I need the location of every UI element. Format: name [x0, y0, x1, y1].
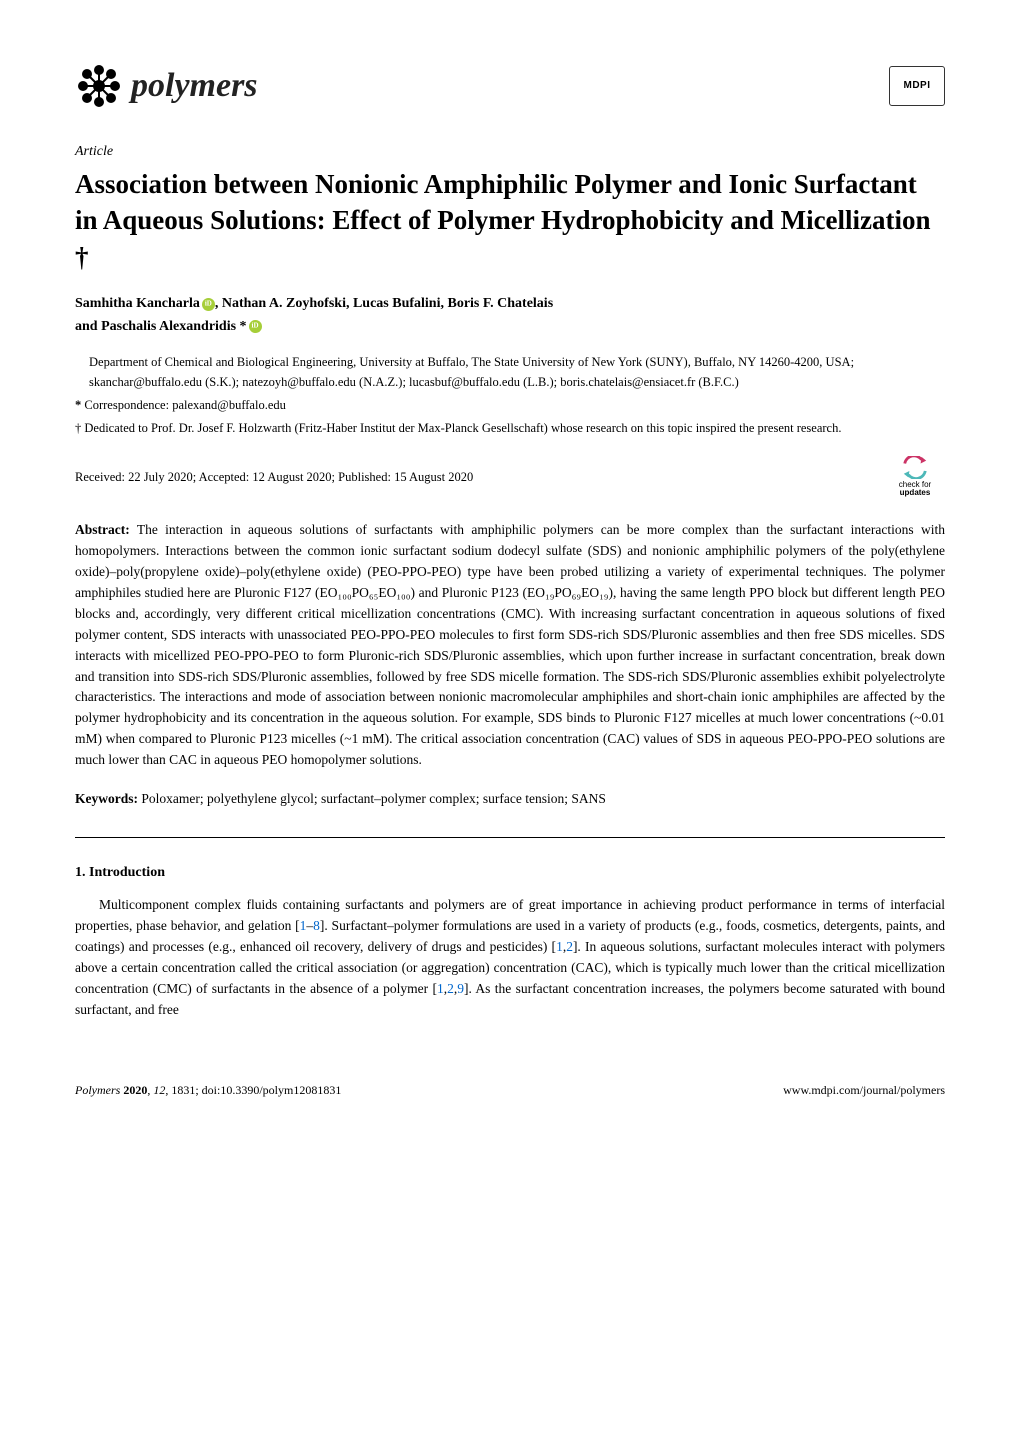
- author-line-2: and Paschalis Alexandridis *: [75, 319, 247, 334]
- section-heading: 1. Introduction: [75, 862, 945, 883]
- mdpi-logo: MDPI: [889, 66, 945, 106]
- footer-year: 2020: [123, 1083, 147, 1097]
- footer-vol: 12: [153, 1083, 165, 1097]
- footer-right[interactable]: www.mdpi.com/journal/polymers: [783, 1081, 945, 1099]
- footer-left: Polymers 2020, 12, 1831; doi:10.3390/pol…: [75, 1081, 341, 1099]
- article-title: Association between Nonionic Amphiphilic…: [75, 166, 945, 275]
- orcid-icon[interactable]: [249, 320, 262, 333]
- ref-link[interactable]: 1: [556, 939, 563, 954]
- footer: Polymers 2020, 12, 1831; doi:10.3390/pol…: [75, 1081, 945, 1099]
- check-updates-badge[interactable]: check for updates: [885, 456, 945, 498]
- correspondence-text: Correspondence: palexand@buffalo.edu: [84, 398, 286, 412]
- journal-logo: polymers: [75, 60, 258, 111]
- publication-dates: Received: 22 July 2020; Accepted: 12 Aug…: [75, 468, 473, 487]
- dedication-text: Dedicated to Prof. Dr. Josef F. Holzwart…: [84, 421, 841, 435]
- affiliation: Department of Chemical and Biological En…: [75, 352, 945, 392]
- ref-link[interactable]: 1: [437, 981, 444, 996]
- abstract: Abstract: The interaction in aqueous sol…: [75, 520, 945, 771]
- dates-row: Received: 22 July 2020; Accepted: 12 Aug…: [75, 456, 945, 498]
- journal-name: polymers: [131, 60, 258, 111]
- footer-journal: Polymers: [75, 1083, 120, 1097]
- abstract-label: Abstract:: [75, 522, 130, 537]
- dedication: † Dedicated to Prof. Dr. Josef F. Holzwa…: [75, 418, 945, 438]
- ref-link[interactable]: 2: [447, 981, 454, 996]
- check-updates-text2: updates: [900, 489, 931, 498]
- author-name-1: Samhitha Kancharla: [75, 296, 200, 311]
- intro-paragraph: Multicomponent complex fluids containing…: [75, 895, 945, 1021]
- keywords-text: Poloxamer; polyethylene glycol; surfacta…: [141, 791, 606, 806]
- footer-doi: doi:10.3390/polym12081831: [202, 1083, 342, 1097]
- keywords-label: Keywords:: [75, 791, 138, 806]
- header-row: polymers MDPI: [75, 60, 945, 111]
- ref-link[interactable]: 9: [457, 981, 464, 996]
- ref-link[interactable]: 8: [313, 918, 320, 933]
- abstract-text: The interaction in aqueous solutions of …: [75, 522, 945, 767]
- correspondence-marker: *: [75, 398, 81, 412]
- author-names-rest: , Nathan A. Zoyhofski, Lucas Bufalini, B…: [215, 296, 553, 311]
- polymers-logo-icon: [75, 62, 123, 110]
- keywords: Keywords: Poloxamer; polyethylene glycol…: [75, 789, 945, 809]
- orcid-icon[interactable]: [202, 298, 215, 311]
- footer-page: 1831: [171, 1083, 195, 1097]
- authors: Samhitha Kancharla , Nathan A. Zoyhofski,…: [75, 293, 945, 338]
- article-type: Article: [75, 141, 945, 162]
- check-updates-icon: [900, 456, 930, 478]
- correspondence: * Correspondence: palexand@buffalo.edu: [75, 395, 945, 415]
- section-rule: [75, 837, 945, 838]
- dedication-marker: †: [75, 421, 81, 435]
- ref-link[interactable]: 2: [566, 939, 573, 954]
